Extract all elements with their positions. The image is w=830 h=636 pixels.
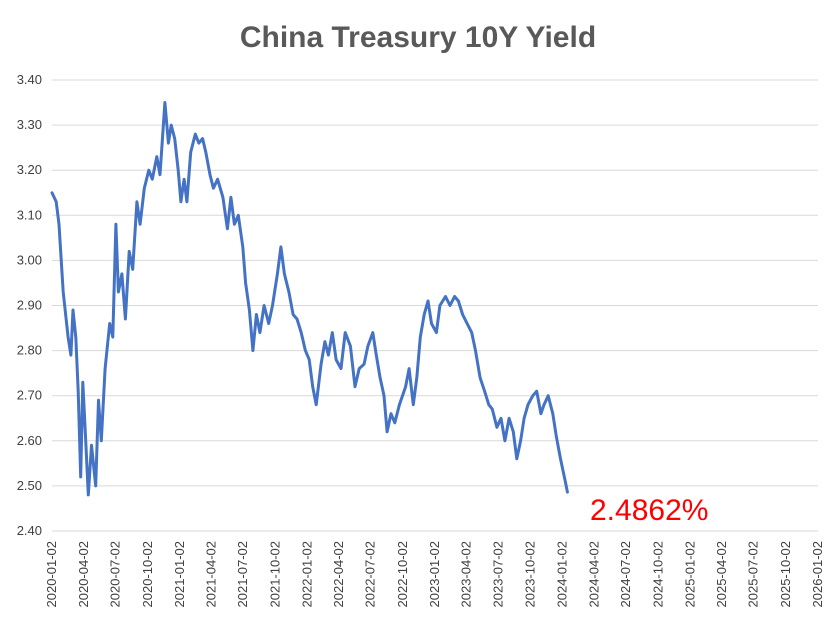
y-axis-ticks: 2.40 2.50 2.60 2.70 2.80 2.90 3.00 3.10 3.20 3.30… [17,72,42,538]
y-tick-label: 2.70 [17,388,42,403]
x-tick-label: 2025-10-02 [778,541,793,608]
y-tick-label: 2.40 [17,523,42,538]
x-tick-label: 2023-07-02 [490,541,505,608]
x-tick-label: 2023-10-02 [522,541,537,608]
x-tick-label: 2025-01-02 [682,541,697,608]
x-tick-label: 2025-04-02 [714,541,729,608]
x-tick-label: 2024-10-02 [650,541,665,608]
y-tick-label: 2.50 [17,478,42,493]
y-tick-label: 2.90 [17,298,42,313]
x-tick-label: 2020-07-02 [108,541,123,608]
x-tick-label: 2021-01-02 [172,541,187,608]
x-tick-label: 2022-10-02 [395,541,410,608]
y-tick-label: 2.60 [17,433,42,448]
y-tick-label: 3.40 [17,72,42,87]
series-line [50,101,569,497]
x-tick-label: 2024-01-02 [555,541,570,608]
x-tick-label: 2022-04-02 [331,541,346,608]
series-layer [50,101,569,497]
x-tick-label: 2026-01-02 [810,541,825,608]
x-tick-label: 2020-04-02 [76,541,91,608]
y-tick-label: 2.80 [17,343,42,358]
x-tick-label: 2022-01-02 [299,541,314,608]
x-tick-label: 2025-07-02 [746,541,761,608]
x-axis-ticks: 2020-01-02 2020-04-02 2020-07-02 2020-10-02… [44,541,825,608]
x-tick-label: 2020-10-02 [140,541,155,608]
y-tick-label: 3.30 [17,117,42,132]
x-tick-label: 2024-04-02 [586,541,601,608]
x-tick-label: 2022-07-02 [363,541,378,608]
y-tick-label: 3.10 [17,207,42,222]
y-tick-label: 3.00 [17,252,42,267]
x-tick-label: 2023-01-02 [427,541,442,608]
last-value-annotation: 2.4862% [590,494,708,527]
x-tick-label: 2021-04-02 [203,541,218,608]
x-tick-label: 2020-01-02 [44,541,59,608]
x-tick-label: 2021-07-02 [235,541,250,608]
grid [52,79,818,532]
y-tick-label: 3.20 [17,162,42,177]
x-tick-label: 2024-07-02 [618,541,633,608]
x-tick-label: 2023-04-02 [458,541,473,608]
x-tick-label: 2021-10-02 [267,541,282,608]
chart-title: China Treasury 10Y Yield [240,21,596,54]
